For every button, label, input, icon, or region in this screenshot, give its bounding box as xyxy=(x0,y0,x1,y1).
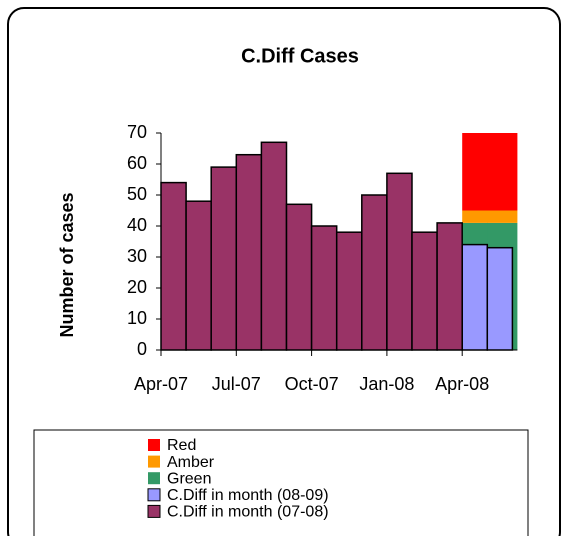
y-tick-label: 30 xyxy=(127,246,147,266)
legend-label: Red xyxy=(167,437,196,454)
bar xyxy=(260,141,288,351)
legend-marker xyxy=(148,455,160,468)
x-tick-label: Jul-07 xyxy=(212,374,261,394)
y-tick-label: 0 xyxy=(137,339,147,359)
legend-marker xyxy=(148,439,160,451)
area-segment xyxy=(487,133,518,211)
y-tick-label: 60 xyxy=(127,153,147,173)
legend-label: Amber xyxy=(167,454,215,471)
x-tick-label: Jan-08 xyxy=(359,374,414,394)
area-segment xyxy=(462,133,488,211)
x-tick-label: Apr-08 xyxy=(435,374,489,394)
bar xyxy=(411,231,438,351)
legend-label: C.Diff in month (08-09) xyxy=(167,487,329,504)
bar xyxy=(486,246,514,351)
legend-marker xyxy=(148,472,160,485)
area-segment xyxy=(462,210,488,223)
bar xyxy=(335,231,363,351)
y-axis-label: Number of cases xyxy=(57,192,77,337)
bar xyxy=(235,153,263,351)
legend-marker xyxy=(147,504,161,518)
x-tick-label: Apr-07 xyxy=(134,374,188,394)
legend-label: Green xyxy=(167,470,211,487)
y-tick-label: 40 xyxy=(127,215,147,235)
bar xyxy=(285,203,313,351)
area-segment xyxy=(487,210,518,223)
x-tick-label: Oct-07 xyxy=(285,374,339,394)
y-tick-label: 10 xyxy=(127,308,147,328)
legend-label: C.Diff in month (07-08) xyxy=(167,504,329,521)
legend-box xyxy=(33,429,529,541)
y-tick-label: 50 xyxy=(127,184,147,204)
bar xyxy=(436,222,463,351)
chart-title: C.Diff Cases xyxy=(241,45,359,67)
y-tick-label: 20 xyxy=(127,277,147,297)
y-tick-label: 70 xyxy=(127,122,147,142)
legend-marker xyxy=(147,488,161,502)
bar xyxy=(185,200,212,351)
bar xyxy=(160,181,187,351)
bar xyxy=(361,194,388,351)
bar xyxy=(310,225,338,351)
bar xyxy=(461,243,489,351)
bar xyxy=(210,166,238,351)
bar xyxy=(386,172,413,351)
